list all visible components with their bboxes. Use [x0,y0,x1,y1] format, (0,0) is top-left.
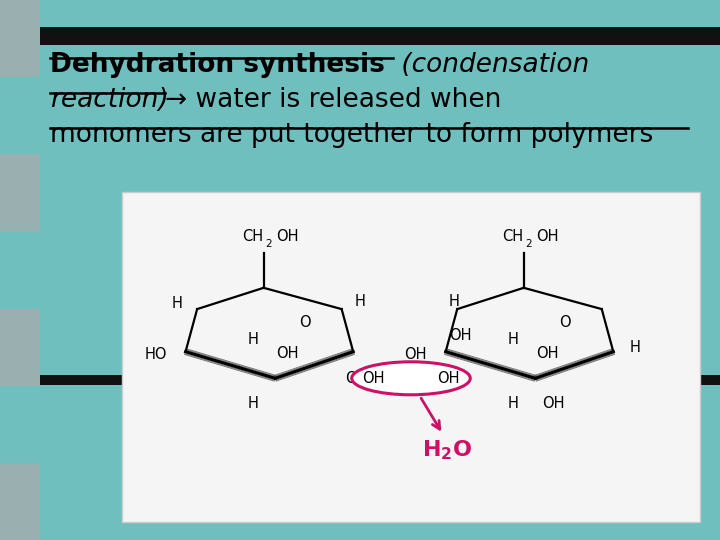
Text: H: H [248,332,258,347]
Text: H: H [171,296,182,311]
Text: O: O [559,315,571,330]
Bar [0,308,40,386]
Text: H: H [449,294,460,309]
Bar [0,463,40,540]
Text: CH: CH [243,229,264,244]
Text: OH: OH [437,371,460,386]
Text: OH: OH [362,371,384,386]
Bar [0,77,40,154]
Text: OH: OH [276,229,299,244]
Bar [0,0,40,77]
Text: (condensation: (condensation [393,52,589,78]
Text: H: H [248,396,258,411]
Bar [0,232,40,308]
Text: OH: OH [405,347,427,362]
Text: → water is released when: → water is released when [165,87,501,113]
Text: OH: OH [276,346,299,361]
Text: O: O [300,315,311,330]
Bar [40,375,720,385]
Text: H: H [508,396,518,411]
Text: OH: OH [536,346,559,361]
Text: H: H [630,340,641,355]
Bar [0,154,40,232]
Text: OH: OH [542,396,565,411]
Bar [122,192,700,522]
Bar [40,27,720,45]
Text: reaction): reaction) [50,87,168,113]
Text: Dehydration synthesis: Dehydration synthesis [50,52,385,78]
Text: OH: OH [345,371,367,386]
Text: monomers are put together to form polymers: monomers are put together to form polyme… [50,122,653,148]
Text: 2: 2 [265,239,271,249]
Text: H: H [508,332,518,347]
Bar [0,386,40,463]
Text: OH: OH [449,328,472,343]
Text: CH: CH [503,229,523,244]
Text: HO: HO [144,347,167,362]
Text: 2: 2 [525,239,531,249]
Text: H: H [355,294,366,309]
Text: $\mathbf{H_2O}$: $\mathbf{H_2O}$ [422,438,472,462]
Ellipse shape [352,362,470,395]
Text: OH: OH [536,229,559,244]
